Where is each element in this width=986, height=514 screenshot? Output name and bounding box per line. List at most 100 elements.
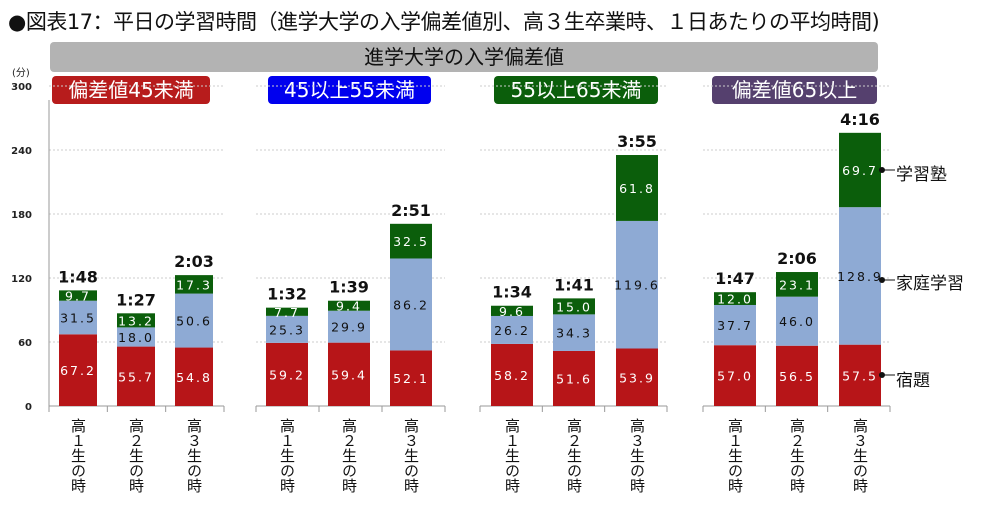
category-label: 高３生の時 (402, 418, 420, 493)
data-label: 23.1 (779, 277, 815, 292)
bar-segment-home-study (839, 207, 881, 345)
data-label: 53.9 (619, 370, 655, 385)
total-label: 2:06 (777, 249, 817, 268)
bar-segment-home-study (175, 293, 213, 348)
bar-segment-juku (175, 275, 213, 294)
total-label: 2:51 (391, 201, 431, 220)
bar-segment-homework (491, 343, 533, 406)
data-label: 7.7 (274, 305, 300, 320)
data-label: 67.2 (60, 363, 96, 378)
data-label: 15.0 (556, 299, 592, 314)
bar-segment-juku (59, 290, 97, 301)
data-label: 9.6 (499, 304, 525, 319)
group-header-65plus: 偏差値65以上 (712, 76, 877, 104)
legend-label-juku: 学習塾 (896, 165, 947, 185)
category-label: 高３生の時 (851, 418, 869, 493)
data-label: 59.2 (269, 367, 305, 382)
data-label: 56.5 (779, 369, 815, 384)
data-label: 50.6 (176, 314, 212, 329)
legend-label-homework: 宿題 (896, 371, 930, 391)
y-tick-label: 120 (11, 274, 32, 285)
data-label: 57.5 (842, 368, 878, 383)
data-label: 13.2 (118, 313, 154, 328)
y-tick-label: 0 (25, 402, 32, 413)
bar-segment-juku (328, 300, 370, 311)
bar-segment-homework (776, 345, 818, 406)
y-tick-label: 60 (18, 338, 32, 349)
bar-segment-home-study (553, 314, 595, 351)
chart-title: ●図表17：平日の学習時間（進学大学の入学偏差値別、高３生卒業時、１日あたりの平… (8, 10, 880, 34)
data-label: 26.2 (494, 323, 530, 338)
group-header-55-65: 55以上65未満 (494, 76, 658, 104)
bar-segment-homework (390, 350, 432, 406)
category-label: 高２生の時 (788, 418, 806, 493)
bar-segment-home-study (714, 304, 756, 346)
data-label: 34.3 (556, 326, 592, 341)
bar-segment-juku (714, 292, 756, 305)
category-label: 高２生の時 (565, 418, 583, 493)
data-label: 52.1 (393, 371, 429, 386)
legend-label-home: 家庭学習 (896, 274, 964, 294)
bar-segment-home-study (266, 315, 308, 343)
data-label: 54.8 (176, 370, 212, 385)
data-label: 12.0 (717, 292, 753, 307)
category-label: 高２生の時 (127, 418, 145, 493)
category-label: 高３生の時 (185, 418, 203, 493)
data-label: 69.7 (842, 163, 878, 178)
bar-segment-juku (117, 313, 155, 328)
data-label: 61.8 (619, 181, 655, 196)
data-label: 9.4 (336, 299, 362, 314)
group-header-45-55: 45以上55未満 (268, 76, 431, 104)
data-label: 86.2 (393, 297, 429, 312)
data-label: 128.9 (837, 269, 883, 284)
y-tick-label: 300 (11, 82, 32, 93)
y-tick-label: 240 (11, 146, 32, 157)
bar-segment-homework (117, 346, 155, 406)
category-label: 高１生の時 (278, 418, 296, 493)
category-label: 高３生の時 (628, 418, 646, 493)
bar-segment-home-study (328, 310, 370, 343)
y-tick-label: 180 (11, 210, 32, 221)
y-axis-unit: (分) (12, 68, 30, 79)
data-label: 17.3 (176, 277, 212, 292)
bar-segment-homework (714, 345, 756, 406)
bar-segment-homework (553, 350, 595, 406)
total-label: 1:39 (329, 278, 369, 297)
data-label: 32.5 (393, 234, 429, 249)
data-label: 18.0 (118, 330, 154, 345)
data-label: 119.6 (614, 278, 660, 293)
data-label: 9.7 (65, 289, 91, 304)
bar-segment-home-study (616, 220, 658, 349)
total-label: 1:47 (715, 269, 755, 288)
bar-segment-homework (266, 342, 308, 406)
total-label: 2:03 (174, 252, 214, 271)
bar-segment-juku (491, 305, 533, 316)
bar-segment-home-study (59, 300, 97, 335)
banner-header: 進学大学の入学偏差値 (50, 42, 878, 72)
data-label: 58.2 (494, 368, 530, 383)
bar-segment-homework (175, 347, 213, 406)
category-label: 高１生の時 (503, 418, 521, 493)
data-label: 25.3 (269, 322, 305, 337)
total-label: 1:32 (267, 285, 307, 304)
total-label: 1:41 (554, 275, 594, 294)
data-label: 37.7 (717, 318, 753, 333)
bar-segment-homework (328, 342, 370, 406)
bar-segment-home-study (390, 258, 432, 351)
total-label: 1:27 (116, 290, 156, 309)
bar-segment-homework (839, 344, 881, 406)
data-label: 55.7 (118, 369, 154, 384)
total-label: 1:48 (58, 267, 98, 286)
category-label: 高１生の時 (69, 418, 87, 493)
data-label: 51.6 (556, 371, 592, 386)
bar-segment-juku (776, 272, 818, 297)
total-label: 3:55 (617, 132, 657, 151)
bar-segment-juku (266, 307, 308, 316)
data-label: 57.0 (717, 369, 753, 384)
bar-segment-homework (616, 348, 658, 406)
data-label: 29.9 (331, 320, 367, 335)
data-label: 46.0 (779, 314, 815, 329)
category-label: 高２生の時 (340, 418, 358, 493)
bar-segment-juku (839, 132, 881, 208)
